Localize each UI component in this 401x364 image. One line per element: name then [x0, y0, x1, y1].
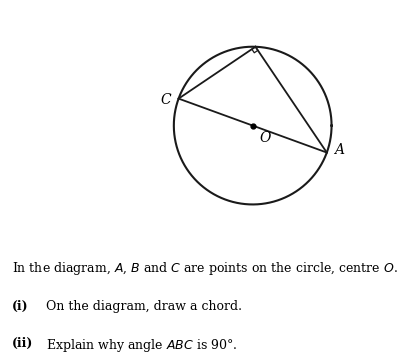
Text: A: A [334, 143, 344, 157]
Text: (i): (i) [12, 300, 28, 313]
Text: Explain why angle $ABC$ is 90°.: Explain why angle $ABC$ is 90°. [46, 337, 237, 354]
Text: (ii): (ii) [12, 337, 33, 350]
Text: In the diagram, $A$, $B$ and $C$ are points on the circle, centre $O$.: In the diagram, $A$, $B$ and $C$ are poi… [12, 260, 398, 277]
Text: C: C [160, 93, 171, 107]
Text: O: O [259, 131, 270, 145]
Text: On the diagram, draw a chord.: On the diagram, draw a chord. [46, 300, 242, 313]
